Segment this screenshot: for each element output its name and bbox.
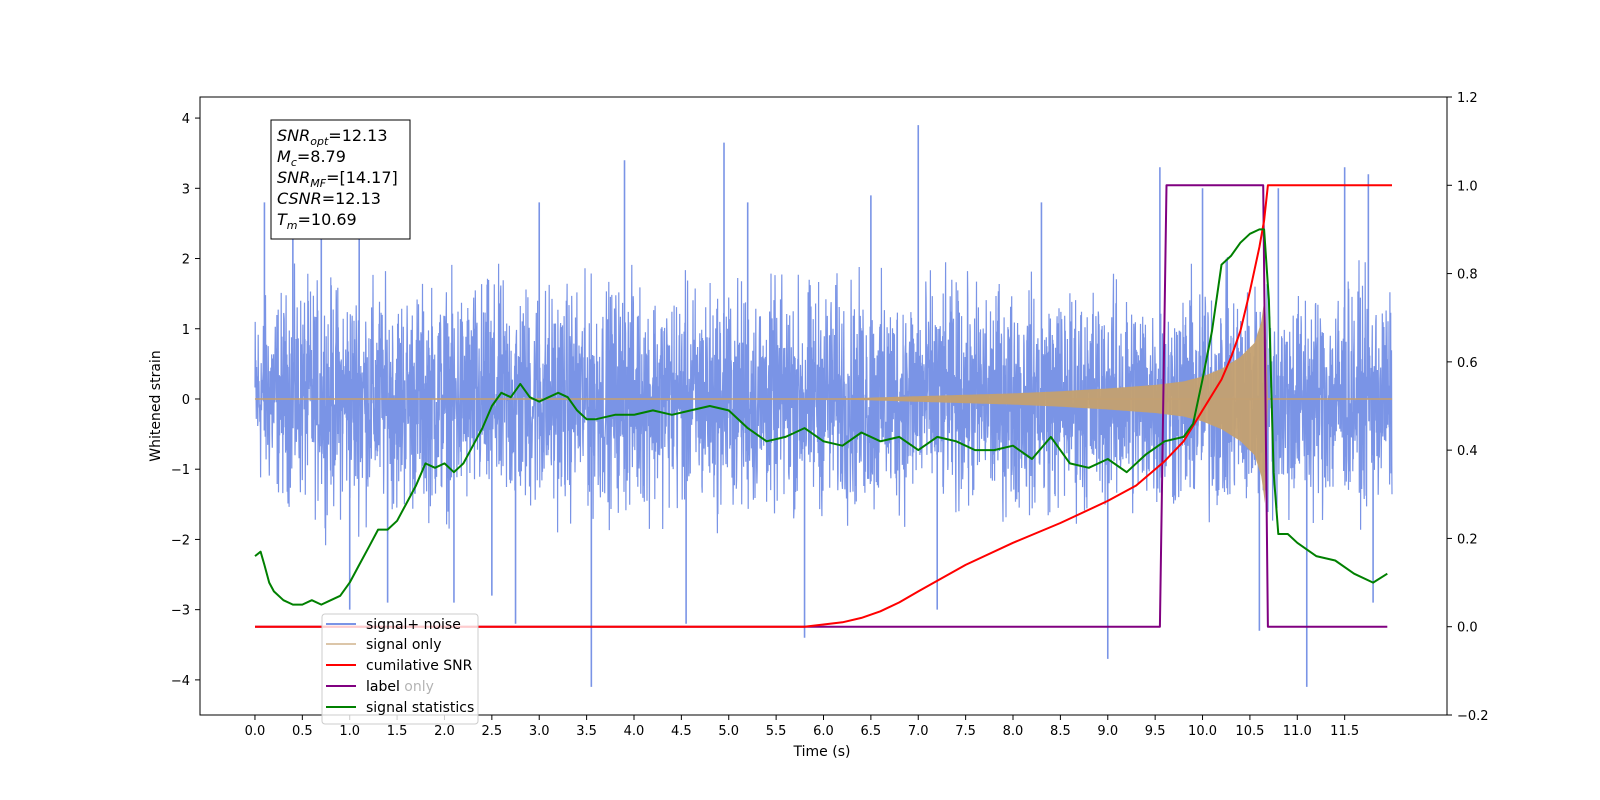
- y-right-tick-label: 0.4: [1457, 444, 1478, 459]
- x-tick-label: 2.0: [434, 724, 455, 739]
- x-tick-label: 9.5: [1145, 724, 1166, 739]
- x-tick-label: 3.0: [529, 724, 550, 739]
- x-tick-label: 11.0: [1283, 724, 1312, 739]
- y-left-tick-label: 4: [182, 112, 190, 127]
- series-signal-statistics: [254, 228, 1388, 606]
- annotation-line: SNRMF=[14.17]: [277, 168, 398, 190]
- x-axis-label: Time (s): [793, 744, 851, 760]
- y-right-tick-label: 0.6: [1457, 356, 1478, 371]
- legend-entry: signal+ noise: [366, 617, 461, 633]
- annotation-line: Tm=10.69: [277, 210, 357, 232]
- y-right-tick-label: 1.0: [1457, 179, 1478, 194]
- signal-plus-noise-spikes: [263, 125, 1374, 687]
- left-y-axis-ticks: 4 3 2 1 0 −1 −2 −3 −4: [171, 112, 200, 689]
- x-tick-label: 10.0: [1188, 724, 1217, 739]
- annotation-box: SNRopt=12.13Mc=8.79SNRMF=[14.17]CSNR=12.…: [270, 119, 411, 240]
- annotation-frame: [270, 119, 411, 240]
- x-tick-label: 4.5: [671, 724, 692, 739]
- series-label: [255, 184, 1388, 628]
- x-tick-label: 7.5: [955, 724, 976, 739]
- y-left-tick-label: 1: [182, 323, 190, 338]
- x-tick-label: 10.5: [1235, 724, 1264, 739]
- y-left-tick-label: −4: [171, 674, 190, 689]
- y-right-tick-label: 0.0: [1457, 621, 1478, 636]
- y-axis-label: Whitened strain: [148, 350, 164, 461]
- x-tick-label: 0.5: [292, 724, 313, 739]
- annotation-line: Mc=8.79: [277, 147, 346, 169]
- x-tick-label: 7.0: [908, 724, 929, 739]
- y-right-tick-label: −0.2: [1457, 709, 1489, 724]
- x-tick-label: 5.5: [766, 724, 787, 739]
- y-right-tick-label: 0.2: [1457, 532, 1478, 547]
- legend-entry: signal statistics: [366, 700, 474, 716]
- x-tick-label: 1.5: [387, 724, 408, 739]
- x-tick-label: 1.0: [339, 724, 360, 739]
- x-tick-label: 5.0: [718, 724, 739, 739]
- legend-frame: [321, 613, 479, 725]
- y-left-tick-label: 3: [182, 182, 190, 197]
- x-tick-label: 6.5: [861, 724, 882, 739]
- legend-entry: cumilative SNR: [366, 658, 473, 674]
- plot-layer: [254, 125, 1393, 687]
- legend: signal+ noise signal only label only cumila…: [321, 613, 479, 725]
- y-left-tick-label: 0: [182, 393, 190, 408]
- x-tick-label: 8.0: [1003, 724, 1024, 739]
- annotation-line: CSNR=12.13: [277, 189, 381, 208]
- x-tick-label: 3.5: [576, 724, 597, 739]
- legend-entry: signal only: [366, 637, 441, 653]
- y-right-tick-label: 1.2: [1457, 91, 1478, 106]
- x-tick-label: 8.5: [1050, 724, 1071, 739]
- y-left-tick-label: −1: [171, 463, 190, 478]
- right-y-axis-ticks: 1.2 1.0 0.8 0.6 0.4 0.2 0.0 −0.2: [1447, 91, 1489, 724]
- annotation-line: SNRopt=12.13: [277, 126, 388, 148]
- x-tick-label: 11.5: [1330, 724, 1359, 739]
- x-tick-label: 6.0: [813, 724, 834, 739]
- x-tick-label: 4.0: [624, 724, 645, 739]
- y-left-tick-label: 2: [182, 253, 190, 268]
- y-right-tick-label: 0.8: [1457, 268, 1478, 283]
- x-tick-label: 9.0: [1097, 724, 1118, 739]
- y-left-tick-label: −3: [171, 604, 190, 619]
- series-cumulative-snr: [255, 184, 1392, 628]
- legend-entry: label: [366, 679, 400, 695]
- y-left-tick-label: −2: [171, 533, 190, 548]
- legend-entry: label only: [366, 679, 434, 695]
- x-tick-label: 2.5: [482, 724, 503, 739]
- x-axis-ticks: 0.0 0.5 1.0 1.5 2.0 2.5 3.0 3.5 4.0 4.5 5.0 5.5 6.0 6…: [245, 715, 1359, 739]
- x-tick-label: 0.0: [245, 724, 266, 739]
